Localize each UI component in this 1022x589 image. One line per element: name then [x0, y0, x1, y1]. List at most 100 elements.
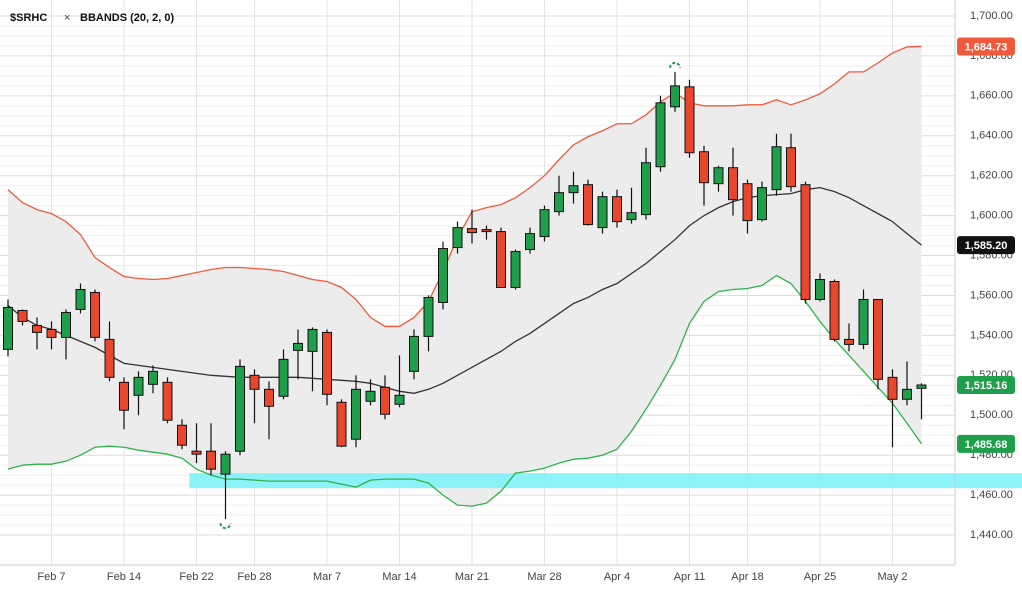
candle-body [409, 335, 419, 372]
last-value-badge [957, 434, 1015, 453]
candle-body [597, 196, 608, 229]
candle-body [249, 374, 260, 390]
candle-body [800, 184, 811, 300]
candle-body [104, 338, 115, 378]
candle-body [829, 281, 840, 340]
y-tick-label: 1,560.00 [970, 289, 1013, 301]
candle-body [61, 311, 71, 338]
candle-body [554, 192, 564, 213]
candle-body [626, 212, 637, 221]
x-tick-label: Apr 25 [804, 571, 836, 583]
candle-body [568, 185, 579, 194]
candle-body [177, 424, 187, 446]
x-tick-label: Apr 18 [731, 571, 763, 583]
candle-body [336, 401, 347, 447]
candle-body [220, 453, 231, 475]
candle-body [786, 147, 796, 188]
x-tick-label: Feb 28 [237, 571, 271, 583]
x-tick-label: Apr 11 [674, 571, 706, 583]
candle-body [815, 279, 825, 300]
last-value-badge [957, 375, 1015, 394]
last-value-label: 1,485.68 [965, 439, 1008, 451]
candle-body [670, 85, 680, 108]
candle-body [133, 376, 144, 396]
x-tick-label: Mar 21 [455, 571, 489, 583]
candle-body [771, 146, 782, 191]
indicator-label: BBANDS (20, 2, 0) [80, 12, 174, 24]
x-tick-label: Mar 7 [313, 571, 341, 583]
candle-body [423, 296, 434, 337]
y-tick-label: 1,460.00 [970, 489, 1013, 501]
candle-body [655, 102, 666, 168]
candle-body [365, 390, 376, 402]
candle-body [322, 331, 332, 395]
low-marker [219, 522, 232, 530]
candle-body [481, 229, 492, 233]
middle-band-line [7, 187, 922, 394]
candle-body [32, 324, 42, 333]
high-marker [669, 61, 681, 69]
candle-body [583, 184, 593, 226]
last-value-label: 1,684.73 [965, 41, 1008, 53]
x-tick-label: Feb 7 [37, 571, 65, 583]
candle-body [858, 298, 869, 345]
candle-body [264, 388, 274, 407]
candle-body [351, 388, 361, 440]
last-value-badge [957, 236, 1015, 255]
candle-body [539, 209, 550, 238]
candle-body [191, 450, 202, 455]
candle-body [452, 227, 463, 249]
y-tick-label: 1,440.00 [970, 529, 1013, 541]
candle-body [148, 370, 158, 385]
candle-body [119, 381, 129, 411]
x-tick-label: Mar 14 [382, 571, 416, 583]
candle-body [394, 394, 405, 405]
candle-body [684, 86, 695, 154]
candle-body [235, 365, 245, 452]
candle-body [90, 291, 100, 338]
x-tick-label: Feb 14 [107, 571, 141, 583]
last-value-badge [957, 37, 1015, 56]
candle-body [496, 231, 506, 288]
candle-body [525, 233, 535, 251]
candle-body [278, 358, 289, 397]
candle-body [75, 288, 86, 310]
candle-body [887, 376, 898, 400]
candle-body [757, 187, 767, 221]
candle-body [844, 338, 854, 345]
candle-body [916, 384, 927, 389]
candle-body [713, 167, 724, 185]
y-tick-label: 1,540.00 [970, 329, 1013, 341]
candle-body [873, 298, 883, 380]
candle-body [612, 196, 622, 223]
candle-body [902, 388, 912, 400]
y-tick-label: 1,620.00 [970, 170, 1013, 182]
candle-body [510, 251, 521, 288]
candle-body [3, 306, 13, 350]
lower-band-line [7, 274, 923, 507]
candle-body [293, 342, 303, 351]
candle-body [380, 386, 390, 415]
y-tick-label: 1,640.00 [970, 130, 1013, 142]
candle-body [742, 183, 753, 222]
candle-body [162, 381, 173, 421]
y-tick-label: 1,600.00 [970, 210, 1013, 222]
y-tick-label: 1,500.00 [970, 409, 1013, 421]
candle-body [46, 328, 57, 338]
x-tick-label: Apr 4 [604, 571, 630, 583]
x-tick-label: Mar 28 [527, 571, 561, 583]
support-zone [189, 473, 1022, 489]
candle-body [467, 228, 477, 234]
last-value-label: 1,585.20 [965, 240, 1008, 252]
candle-body [728, 167, 738, 201]
candle-body [307, 328, 318, 352]
chart-title: $SRHC [10, 12, 47, 24]
candle-body [17, 309, 28, 322]
upper-band-line [7, 45, 922, 328]
close-icon[interactable]: × [64, 12, 70, 24]
x-tick-label: Feb 22 [179, 571, 213, 583]
x-tick-label: May 2 [878, 571, 908, 583]
y-tick-label: 1,660.00 [970, 90, 1013, 102]
last-value-label: 1,515.16 [965, 380, 1008, 392]
